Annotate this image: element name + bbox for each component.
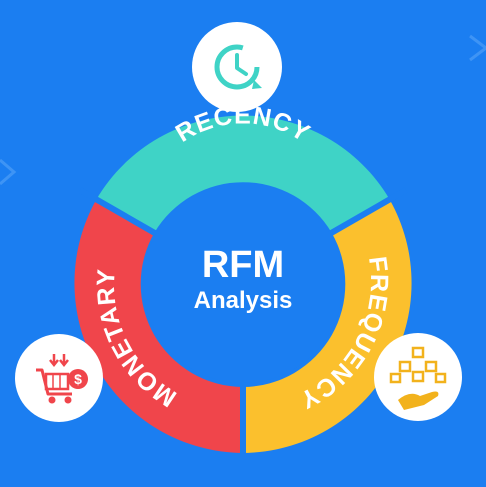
- monetary-segment: [74, 199, 244, 453]
- svg-text:$: $: [74, 371, 82, 387]
- shopping-cart-dollar-icon: $: [15, 334, 103, 422]
- frequency-segment: [243, 199, 412, 453]
- segment-gap: [324, 187, 408, 239]
- decorative-chevron-left: [0, 158, 17, 186]
- center-subtitle: Analysis: [194, 287, 293, 314]
- center-circle: [143, 183, 343, 383]
- hand-with-boxes-icon: [374, 333, 462, 421]
- clock-refresh-icon: [192, 22, 282, 112]
- recency-segment: [96, 115, 390, 233]
- segment-gap: [78, 187, 162, 239]
- center-title: RFM: [202, 244, 284, 286]
- decorative-chevron-right: [469, 34, 486, 62]
